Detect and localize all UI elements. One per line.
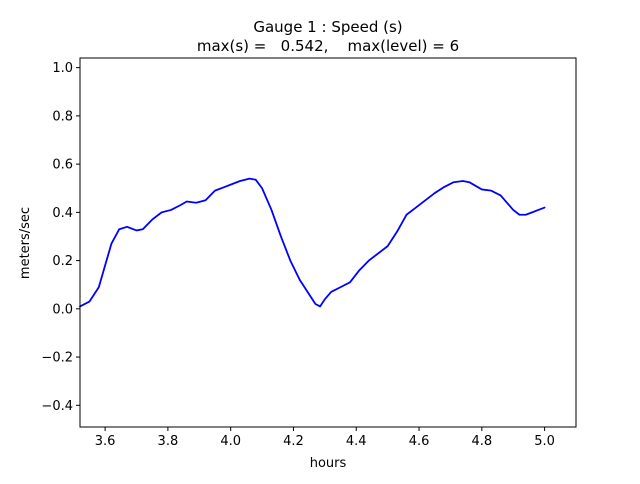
x-tick-label: 5.0 — [534, 434, 555, 449]
x-tick-label: 3.8 — [158, 434, 179, 449]
chart-title-line1: Gauge 1 : Speed (s) — [253, 18, 402, 36]
y-tick-label: 1.0 — [52, 61, 73, 76]
y-tick-label: 0.8 — [52, 109, 73, 124]
plot-area: 3.6 3.8 4.0 4.2 4.4 4.6 4.8 5.0 −0.4 −0.2 0.0 0.2 0.… — [41, 57, 577, 449]
y-tick-label: 0.4 — [52, 206, 73, 221]
x-tick-label: 4.6 — [409, 434, 430, 449]
y-tick-label: −0.2 — [41, 351, 73, 366]
y-axis-label: meters/sec — [18, 207, 33, 279]
y-tick-label: 0.6 — [52, 158, 73, 173]
x-axis-label: hours — [310, 456, 347, 471]
x-tick-label: 4.8 — [471, 434, 492, 449]
x-tick-label: 4.4 — [346, 434, 367, 449]
y-tick-label: −0.4 — [41, 399, 73, 414]
axes-frame — [79, 57, 577, 428]
y-tick-label: 0.2 — [52, 254, 73, 269]
y-tick-label: 0.0 — [52, 302, 73, 317]
chart-title-line2: max(s) = 0.542, max(level) = 6 — [197, 37, 459, 55]
x-tick-label: 4.2 — [283, 434, 304, 449]
series-line-0 — [79, 177, 546, 308]
x-tick-label: 4.0 — [220, 434, 241, 449]
x-tick-label: 3.6 — [95, 434, 116, 449]
